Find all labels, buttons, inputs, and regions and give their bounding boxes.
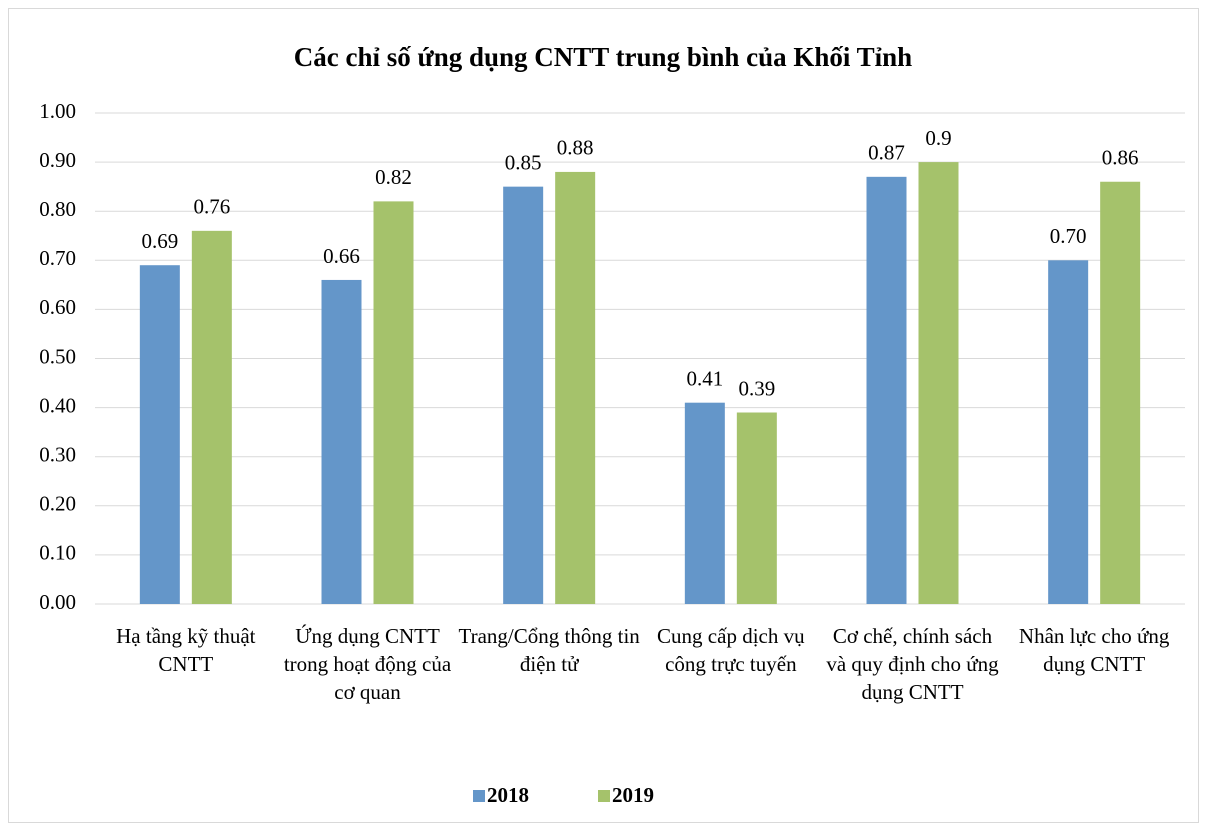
x-tick-label: Hạ tầng kỹ thuật CNTT	[116, 624, 256, 676]
data-label: 0.9	[925, 126, 951, 150]
y-tick-label: 0.60	[39, 295, 76, 319]
x-tick-label: Cung cấp dịch vụ công trực tuyến	[657, 624, 805, 676]
bar	[866, 176, 907, 604]
x-tick-label: Ứng dụng CNTT trong hoạt động của cơ qua…	[283, 624, 452, 704]
legend-swatch	[473, 790, 485, 802]
data-label: 0.76	[193, 195, 230, 219]
data-label: 0.70	[1050, 224, 1087, 248]
data-label: 0.66	[323, 244, 360, 268]
bar	[736, 412, 777, 604]
data-label: 0.88	[557, 136, 594, 160]
data-label: 0.85	[505, 150, 542, 174]
data-label: 0.87	[868, 141, 905, 165]
y-tick-label: 0.30	[39, 443, 76, 467]
chart-border	[8, 8, 1199, 823]
x-tick-label: Nhân lực cho ứng dụng CNTT	[1018, 624, 1170, 676]
data-label: 0.69	[141, 229, 178, 253]
y-tick-label: 0.10	[39, 541, 76, 565]
y-tick-label: 0.50	[39, 344, 76, 368]
legend-label: 2018	[487, 783, 529, 807]
bar	[503, 186, 544, 604]
data-label: 0.86	[1102, 146, 1139, 170]
legend-label: 2019	[612, 783, 654, 807]
x-tick-label: Cơ chế, chính sách và quy định cho ứng d…	[826, 624, 999, 704]
data-label: 0.82	[375, 165, 412, 189]
bar	[373, 201, 414, 604]
y-tick-label: 0.70	[39, 246, 76, 270]
y-tick-label: 0.40	[39, 393, 76, 417]
chart-title: Các chỉ số ứng dụng CNTT trung bình của …	[294, 42, 912, 72]
bar	[1100, 181, 1141, 605]
bar	[684, 402, 725, 604]
y-tick-label: 0.90	[39, 148, 76, 172]
bar	[1048, 260, 1089, 604]
x-tick-label: Trang/Cổng thông tin điện tử	[458, 624, 640, 676]
y-tick-label: 0.00	[39, 590, 76, 614]
bar	[918, 162, 959, 604]
data-label: 0.41	[686, 367, 723, 391]
bar	[555, 171, 596, 605]
y-tick-label: 1.00	[39, 99, 76, 123]
bar	[139, 265, 180, 604]
y-tick-label: 0.80	[39, 197, 76, 221]
data-label: 0.39	[738, 376, 775, 400]
y-tick-label: 0.20	[39, 492, 76, 516]
bar	[191, 230, 232, 604]
bar	[321, 279, 362, 604]
legend-swatch	[598, 790, 610, 802]
